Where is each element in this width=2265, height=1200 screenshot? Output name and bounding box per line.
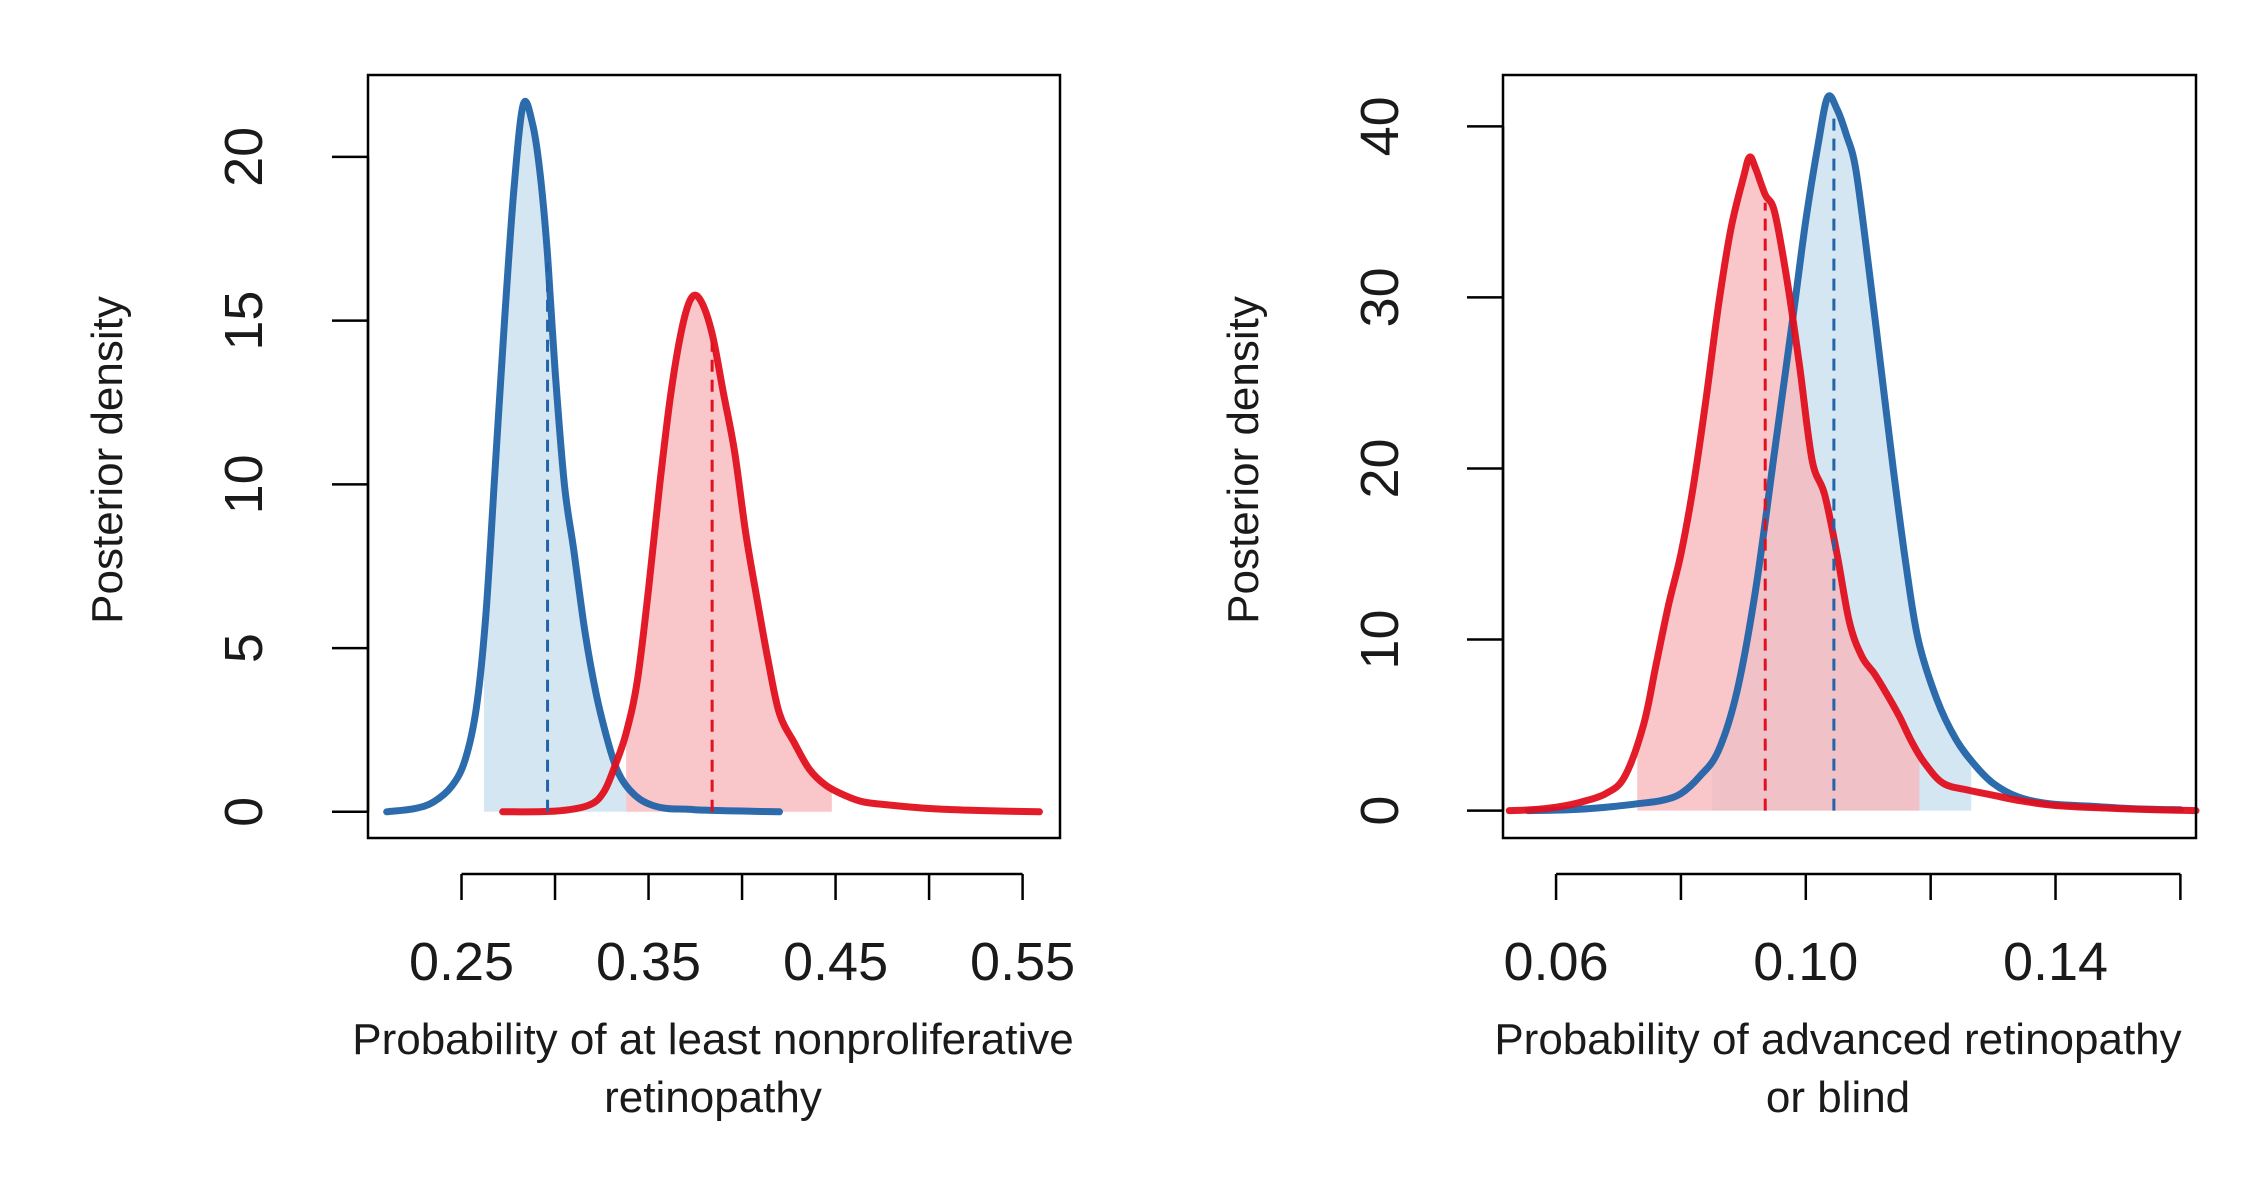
left-xlabel-line1: Probability of at least nonproliferative (352, 1015, 1074, 1064)
left-density-lines (383, 97, 1043, 816)
right-panel: Posterior density Probability of advance… (1219, 296, 2182, 1122)
right-y-tick-label: 30 (1350, 267, 1410, 327)
left-plot-area: 0.25 0.35 0.45 0.55 0 5 10 15 20 (214, 73, 1075, 992)
left-x-tick-label: 0.35 (596, 932, 701, 992)
left-interval-fills (483, 105, 832, 812)
right-xlabel-line2: or blind (1766, 1073, 1910, 1122)
left-x-tick-label: 0.55 (970, 932, 1075, 992)
right-red-interval-fill (1637, 158, 1920, 811)
right-y-tick-label: 20 (1350, 438, 1410, 498)
right-y-tick-label: 10 (1350, 610, 1410, 670)
right-xlabel-line1: Probability of advanced retinopathy (1494, 1015, 2181, 1064)
right-red-density-curve (1505, 153, 2200, 815)
left-red-density-curve (499, 291, 1043, 816)
right-x-tick-label: 0.06 (1504, 932, 1609, 992)
left-x-tick-label: 0.25 (409, 932, 514, 992)
left-blue-interval-fill (483, 105, 627, 812)
left-blue-density-curve (383, 97, 783, 816)
left-y-tick-label: 0 (214, 797, 274, 827)
left-panel: Posterior density Probability of at leas… (83, 296, 1074, 1122)
right-interval-fills (1637, 98, 1972, 811)
left-ylabel: Posterior density (83, 296, 132, 624)
right-x-tick-label: 0.10 (1753, 932, 1858, 992)
left-red-interval-fill (626, 297, 832, 812)
right-x-tick-label: 0.14 (2003, 932, 2108, 992)
right-y-tick-label: 0 (1350, 796, 1410, 826)
right-plot-area: 0.06 0.10 0.14 0 10 20 30 40 (1350, 73, 2200, 992)
left-y-tick-label: 15 (214, 291, 274, 351)
left-x-tick-label: 0.45 (783, 932, 888, 992)
left-y-tick-label: 10 (214, 454, 274, 514)
right-ylabel: Posterior density (1219, 296, 1268, 624)
left-xlabel-line2: retinopathy (604, 1073, 822, 1122)
right-blue-density-curve (1524, 92, 2184, 815)
right-y-tick-label: 40 (1350, 96, 1410, 156)
left-y-tick-label: 5 (214, 633, 274, 663)
left-y-tick-label: 20 (214, 127, 274, 187)
right-density-lines (1505, 92, 2200, 815)
